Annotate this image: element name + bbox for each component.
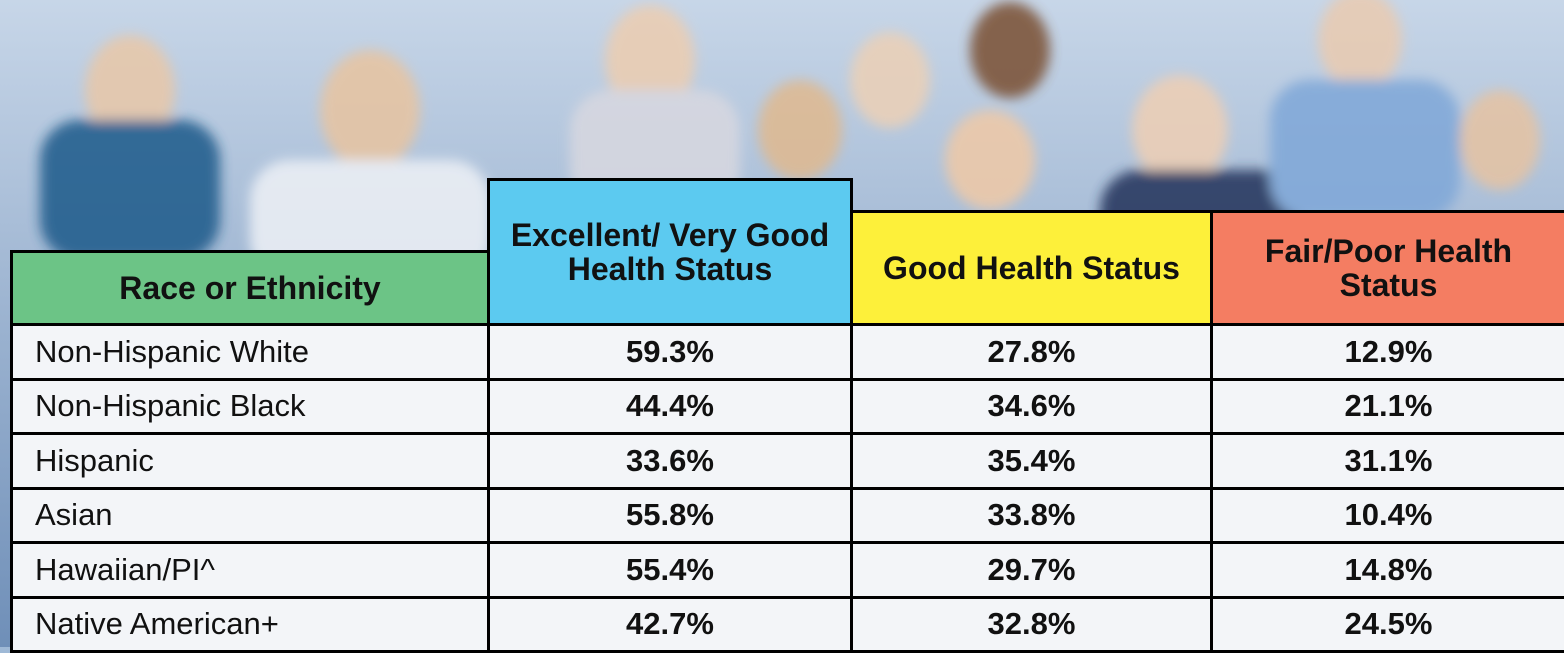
- table-cell: 42.7%: [487, 596, 853, 653]
- column-header: Race or Ethnicity: [10, 250, 490, 326]
- table-cell: 32.8%: [850, 596, 1213, 653]
- table-cell: 14.8%: [1210, 541, 1564, 599]
- table-cell: 55.4%: [487, 541, 853, 599]
- row-label: Hispanic: [10, 432, 490, 490]
- row-label: Native American+: [10, 596, 490, 653]
- table-cell: 21.1%: [1210, 378, 1564, 436]
- table-cell: 31.1%: [1210, 432, 1564, 490]
- table-cell: 33.6%: [487, 432, 853, 490]
- table-cell: 55.8%: [487, 487, 853, 545]
- row-label: Non-Hispanic White: [10, 323, 490, 381]
- table-cell: 10.4%: [1210, 487, 1564, 545]
- table-cell: 27.8%: [850, 323, 1213, 381]
- row-label: Asian: [10, 487, 490, 545]
- table-cell: 33.8%: [850, 487, 1213, 545]
- table-cell: 44.4%: [487, 378, 853, 436]
- table-cell: 59.3%: [487, 323, 853, 381]
- column-header: Good Health Status: [850, 210, 1213, 326]
- column-header: Excellent/ Very Good Health Status: [487, 178, 853, 326]
- table-cell: 24.5%: [1210, 596, 1564, 653]
- table-cell: 35.4%: [850, 432, 1213, 490]
- table-cell: 12.9%: [1210, 323, 1564, 381]
- column-header: Fair/Poor Health Status: [1210, 210, 1564, 326]
- row-label: Non-Hispanic Black: [10, 378, 490, 436]
- table-cell: 34.6%: [850, 378, 1213, 436]
- table-cell: 29.7%: [850, 541, 1213, 599]
- row-label: Hawaiian/PI^: [10, 541, 490, 599]
